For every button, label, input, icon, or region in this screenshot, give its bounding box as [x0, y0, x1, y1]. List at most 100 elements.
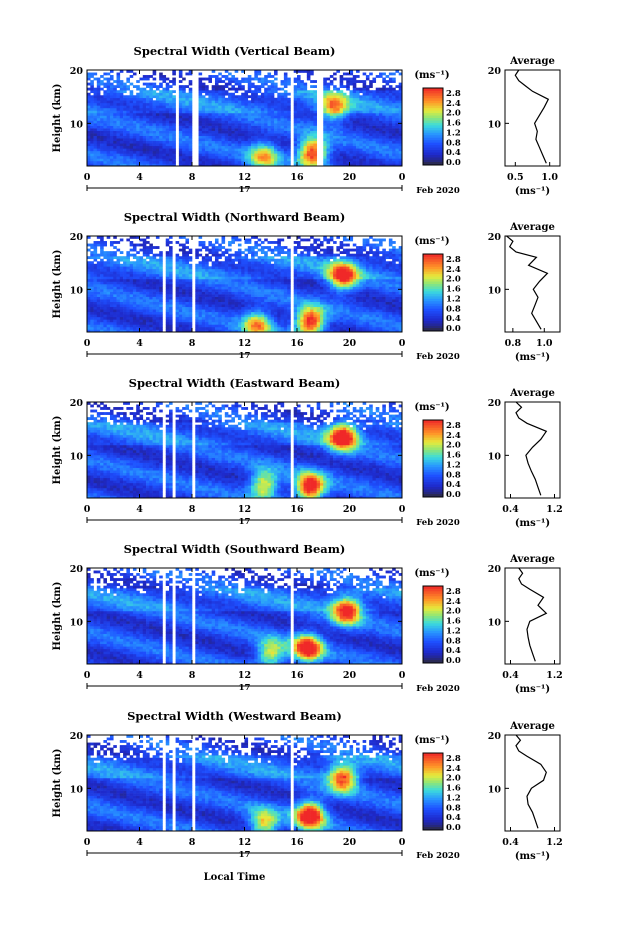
heatmap-cell — [169, 105, 173, 109]
heatmap-cell — [211, 314, 216, 318]
heatmap-cell — [152, 304, 157, 308]
heatmap-cell — [109, 296, 114, 300]
heatmap-cell — [270, 299, 275, 302]
heatmap-cell — [116, 271, 121, 275]
heatmap-cell — [195, 276, 199, 280]
heatmap-cell — [96, 87, 101, 91]
heatmap-cell — [270, 92, 275, 96]
heatmap-cell — [293, 100, 298, 104]
heatmap-cell — [185, 125, 190, 129]
heatmap-cell — [267, 133, 272, 136]
heatmap-cell — [211, 324, 216, 328]
heatmap-cell — [247, 278, 252, 282]
heatmap-cell — [146, 102, 150, 106]
heatmap-cell — [106, 153, 111, 157]
heatmap-cell — [139, 314, 144, 318]
heatmap-cell — [297, 130, 301, 134]
heatmap-cell — [247, 241, 252, 244]
heatmap-cell — [228, 256, 232, 260]
heatmap-cell — [119, 299, 124, 302]
heatmap-cell — [208, 324, 212, 328]
heatmap-cell — [283, 140, 288, 144]
heatmap-cell — [362, 143, 367, 147]
heatmap-cell — [329, 160, 334, 164]
heatmap-cell — [188, 256, 193, 260]
heatmap-cell — [241, 251, 245, 254]
heatmap-cell — [178, 324, 183, 328]
heatmap-cell — [336, 120, 340, 124]
colorbar-segment — [423, 142, 443, 146]
heatmap-cell — [109, 299, 114, 302]
heatmap-cell — [346, 130, 350, 134]
heatmap-cell — [346, 155, 350, 159]
heatmap-cell — [211, 319, 216, 323]
heatmap-cell — [336, 133, 340, 136]
heatmap-cell — [267, 95, 272, 99]
heatmap-cell — [93, 306, 98, 310]
heatmap-cell — [264, 110, 268, 114]
heatmap-cell — [339, 77, 344, 81]
heatmap-cell — [100, 120, 104, 124]
heatmap-cell — [375, 92, 380, 96]
heatmap-cell — [251, 309, 255, 313]
heatmap-cell — [234, 143, 239, 147]
heatmap-cell — [182, 118, 186, 121]
heatmap-cell — [96, 281, 101, 285]
heatmap-cell — [257, 266, 262, 270]
heatmap-cell — [280, 82, 285, 86]
heatmap-cell — [93, 263, 98, 267]
heatmap-cell — [119, 112, 124, 116]
heatmap-cell — [195, 281, 199, 285]
heatmap-cell — [270, 301, 275, 305]
heatmap-cell — [385, 97, 390, 101]
heatmap-cell — [116, 263, 121, 267]
heatmap-cell — [260, 241, 265, 244]
heatmap-cell — [185, 261, 190, 265]
heatmap-cell — [237, 286, 242, 290]
heatmap-cell — [359, 145, 363, 149]
heatmap-cell — [113, 87, 117, 91]
heatmap-cell — [392, 95, 396, 99]
heatmap-cell — [165, 125, 170, 129]
heatmap-cell — [310, 105, 314, 109]
heatmap-cell — [270, 324, 275, 328]
heatmap-cell — [274, 123, 278, 126]
heatmap-cell — [96, 150, 101, 154]
heatmap-cell — [211, 153, 216, 157]
heatmap-cell — [201, 301, 206, 305]
heatmap-cell — [182, 90, 186, 94]
heatmap-cell — [356, 70, 360, 73]
heatmap-cell — [313, 115, 317, 119]
heatmap-cell — [379, 112, 383, 116]
heatmap-cell — [109, 153, 114, 157]
heatmap-cell — [267, 125, 272, 129]
heatmap-cell — [323, 133, 327, 136]
heatmap-cell — [152, 150, 157, 154]
heatmap-cell — [123, 273, 127, 277]
heatmap-cell — [123, 100, 127, 104]
heatmap-cell — [260, 163, 265, 167]
heatmap-cell — [300, 148, 304, 152]
heatmap-cell — [123, 324, 127, 328]
heatmap-cell — [244, 112, 249, 116]
heatmap-cell — [300, 87, 304, 91]
heatmap-cell — [169, 100, 173, 104]
heatmap-cell — [198, 72, 203, 76]
heatmap-cell — [178, 301, 183, 305]
heatmap-cell — [336, 95, 340, 99]
heatmap-cell — [313, 102, 317, 106]
heatmap-cell — [142, 100, 147, 104]
heatmap-cell — [218, 248, 222, 252]
heatmap-cell — [188, 143, 193, 147]
heatmap-cell — [300, 112, 304, 116]
heatmap-cell — [352, 90, 357, 94]
heatmap-cell — [93, 314, 98, 318]
heatmap-cell — [136, 273, 140, 277]
heatmap-cell — [90, 153, 94, 157]
heatmap-cell — [313, 112, 317, 116]
heatmap-cell — [123, 276, 127, 280]
heatmap-cell — [162, 143, 167, 147]
heatmap-cell — [103, 95, 107, 99]
heatmap-cell — [326, 95, 331, 99]
heatmap-cell — [237, 301, 242, 305]
